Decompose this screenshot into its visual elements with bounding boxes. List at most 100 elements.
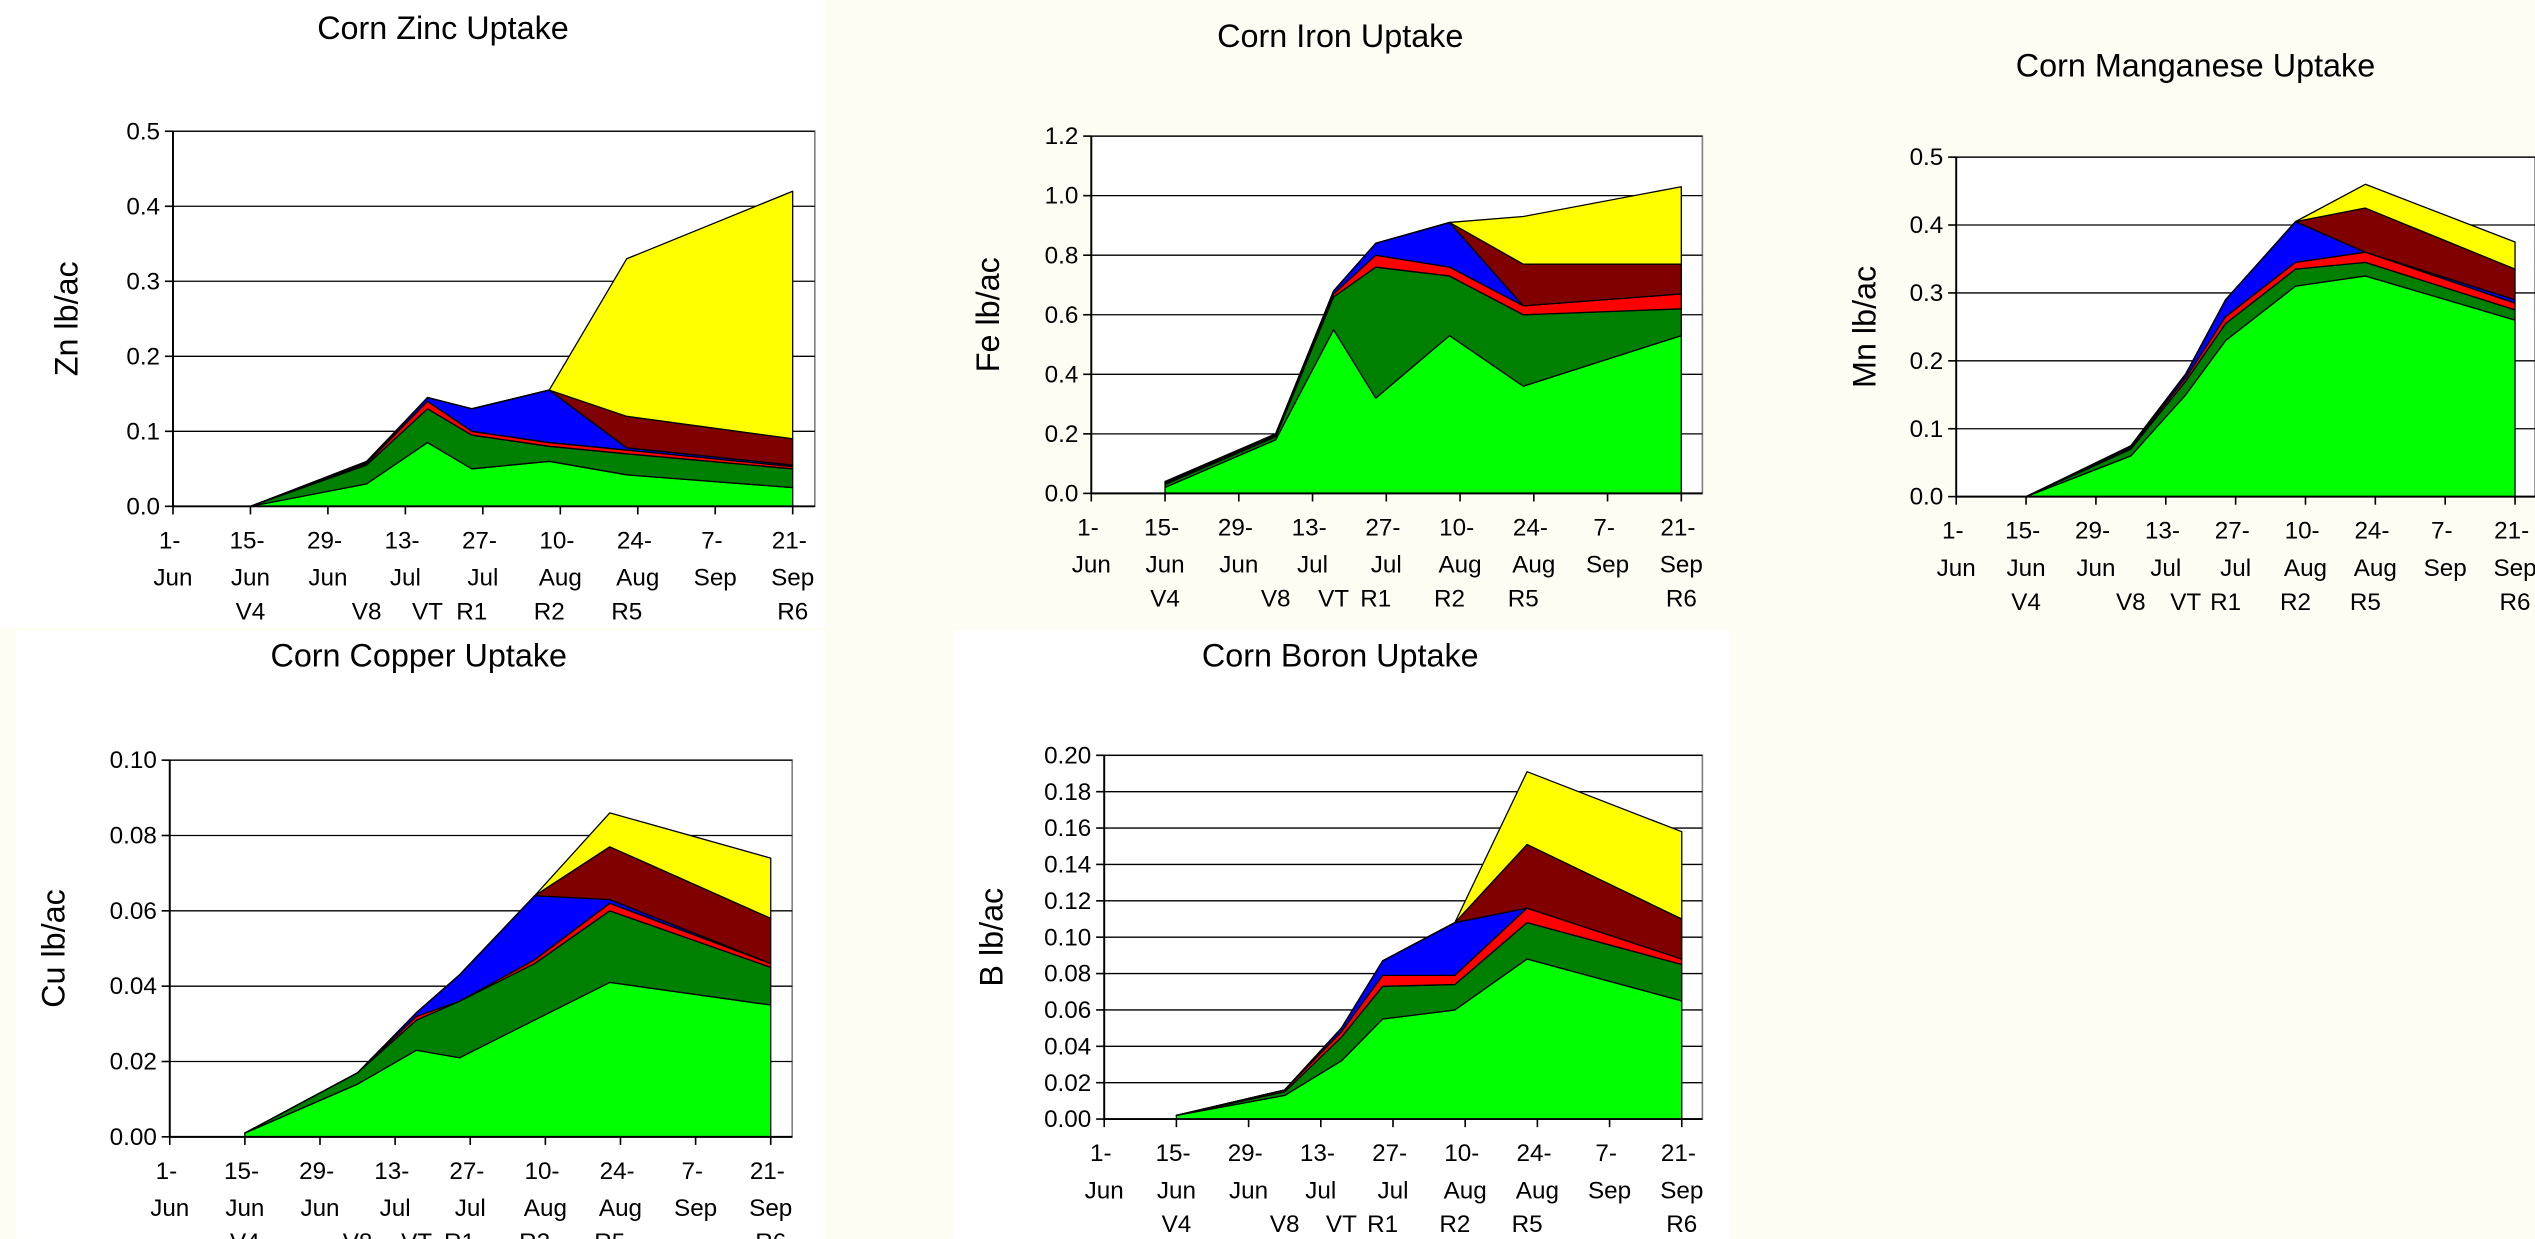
x-tick-label: 29- Jun bbox=[1218, 514, 1260, 578]
x-tick-label: 7- Sep bbox=[674, 1158, 717, 1222]
y-tick-label: 0.14 bbox=[1044, 852, 1091, 879]
area bbox=[249, 190, 794, 507]
stage-label: VT bbox=[412, 599, 443, 626]
x-tick-label: 10- Aug bbox=[2284, 518, 2327, 582]
y-tick-label: 0.4 bbox=[126, 193, 160, 220]
x-tick-label: 13- Jul bbox=[1292, 514, 1334, 578]
stage-label: R1 bbox=[2210, 589, 2241, 616]
stage-label: R5 bbox=[1508, 586, 1539, 613]
y-tick-label: 0.8 bbox=[1045, 242, 1079, 269]
y-tick-label: 0.02 bbox=[1044, 1070, 1091, 1097]
stage-label: R1 bbox=[1367, 1211, 1398, 1238]
chart-title: Corn Zinc Uptake bbox=[317, 10, 569, 46]
y-tick-label: 0.04 bbox=[1044, 1033, 1091, 1060]
x-tick-label: 1- Jun bbox=[1085, 1140, 1124, 1204]
x-tick-label: 15- Jun bbox=[2005, 518, 2047, 582]
chart-title: Corn Boron Uptake bbox=[1202, 637, 1479, 673]
stage-label: V8 bbox=[352, 599, 382, 626]
y-tick-label: 0.20 bbox=[1044, 742, 1091, 769]
x-tick-label: 13- Jul bbox=[2145, 518, 2187, 582]
stage-label: VT bbox=[1318, 586, 1349, 613]
x-tick-label: 7- Sep bbox=[1586, 514, 1629, 578]
y-tick-label: 0.3 bbox=[126, 268, 160, 295]
x-tick-label: 27- Jul bbox=[1372, 1140, 1414, 1204]
y-tick-label: 0.02 bbox=[110, 1049, 157, 1076]
chart-title: Corn Copper Uptake bbox=[270, 637, 567, 673]
x-tick-label: 27- Jul bbox=[449, 1158, 491, 1222]
y-tick-label: 0.3 bbox=[1910, 280, 1944, 307]
x-tick-label: 24- Aug bbox=[1512, 514, 1555, 578]
y-tick-label: 0.0 bbox=[1910, 484, 1944, 511]
y-tick-label: 1.0 bbox=[1045, 183, 1079, 210]
x-tick-label: 21- Sep bbox=[1660, 1140, 1703, 1204]
y-tick-label: 0.00 bbox=[110, 1124, 157, 1151]
y-tick-label: 0.6 bbox=[1045, 302, 1079, 329]
stage-label: VT bbox=[1326, 1211, 1357, 1238]
x-tick-label: 10- Aug bbox=[524, 1158, 567, 1222]
area bbox=[1175, 771, 1683, 1117]
x-tick-label: 13- Jul bbox=[384, 527, 426, 591]
stage-label: V4 bbox=[230, 1229, 260, 1239]
y-tick-label: 0.00 bbox=[1044, 1106, 1091, 1133]
stage-label: VT bbox=[401, 1229, 432, 1239]
x-tick-label: 24- Aug bbox=[2354, 518, 2397, 582]
y-tick-label: 0.08 bbox=[110, 823, 157, 850]
x-tick-label: 10- Aug bbox=[539, 527, 582, 591]
y-tick-label: 0.0 bbox=[1045, 480, 1079, 507]
x-tick-label: 21- Sep bbox=[771, 527, 814, 591]
x-tick-label: 15- Jun bbox=[1156, 1140, 1198, 1204]
y-axis-label: Mn lb/ac bbox=[1846, 266, 1882, 388]
x-tick-label: 1- Jun bbox=[1937, 518, 1976, 582]
y-tick-label: 0.1 bbox=[126, 418, 160, 445]
y-tick-label: 0.12 bbox=[1044, 888, 1091, 915]
stage-label: V8 bbox=[1261, 586, 1291, 613]
area bbox=[244, 812, 772, 1134]
stage-label: R6 bbox=[1666, 1211, 1697, 1238]
stage-label: V4 bbox=[236, 599, 266, 626]
x-tick-label: 1- Jun bbox=[1072, 514, 1111, 578]
y-tick-label: 0.2 bbox=[126, 343, 160, 370]
y-tick-label: 0.06 bbox=[1044, 997, 1091, 1024]
stage-label: R1 bbox=[456, 599, 487, 626]
chart-title: Corn Iron Uptake bbox=[1217, 18, 1463, 54]
x-tick-label: 27- Jul bbox=[462, 527, 504, 591]
y-tick-label: 0.06 bbox=[110, 898, 157, 925]
y-tick-label: 0.18 bbox=[1044, 779, 1091, 806]
y-tick-label: 0.16 bbox=[1044, 815, 1091, 842]
stage-label: R2 bbox=[534, 599, 565, 626]
y-axis-label: Fe lb/ac bbox=[970, 257, 1006, 372]
stage-label: R6 bbox=[2500, 589, 2531, 616]
stage-label: R6 bbox=[755, 1229, 786, 1239]
stage-label: R1 bbox=[1360, 586, 1391, 613]
x-tick-label: 21- Sep bbox=[2493, 518, 2535, 582]
stage-label: R2 bbox=[1434, 586, 1465, 613]
x-tick-label: 15- Jun bbox=[1144, 514, 1186, 578]
stage-label: R2 bbox=[2280, 589, 2311, 616]
x-tick-label: 13- Jul bbox=[374, 1158, 416, 1222]
stage-label: R6 bbox=[777, 599, 808, 626]
x-tick-label: 1- Jun bbox=[150, 1158, 189, 1222]
y-axis-label: B lb/ac bbox=[973, 888, 1009, 987]
stage-label: V8 bbox=[2116, 589, 2146, 616]
y-axis-label: Zn lb/ac bbox=[49, 261, 85, 376]
y-tick-label: 0.2 bbox=[1045, 421, 1079, 448]
stage-label: R1 bbox=[444, 1229, 475, 1239]
x-tick-label: 1- Jun bbox=[153, 527, 192, 591]
y-tick-label: 0.2 bbox=[1910, 348, 1944, 375]
x-tick-label: 27- Jul bbox=[1365, 514, 1407, 578]
y-tick-label: 0.4 bbox=[1045, 361, 1079, 388]
y-tick-label: 0.10 bbox=[1044, 924, 1091, 951]
stage-label: V8 bbox=[343, 1229, 373, 1239]
y-tick-label: 1.2 bbox=[1045, 123, 1079, 150]
y-tick-label: 0.5 bbox=[126, 118, 160, 145]
x-tick-label: 10- Aug bbox=[1438, 514, 1481, 578]
stage-label: V4 bbox=[1150, 586, 1180, 613]
y-tick-label: 0.10 bbox=[110, 747, 157, 774]
x-tick-label: 21- Sep bbox=[1660, 514, 1703, 578]
x-tick-label: 10- Aug bbox=[1444, 1140, 1487, 1204]
x-tick-label: 29- Jun bbox=[299, 1158, 341, 1222]
stage-label: R5 bbox=[2350, 589, 2381, 616]
chart-title: Corn Manganese Uptake bbox=[2016, 47, 2375, 83]
